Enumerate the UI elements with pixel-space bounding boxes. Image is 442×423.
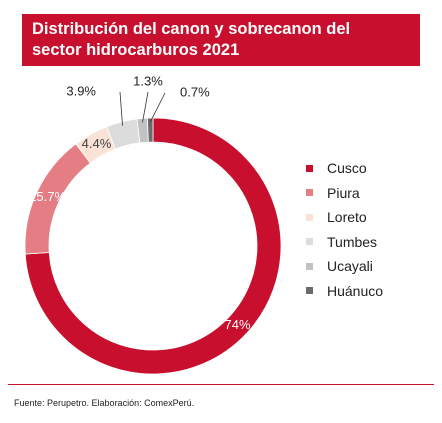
legend-item-loreto: Loreto xyxy=(306,205,436,230)
leader-line-huanuco xyxy=(149,92,166,123)
legend-item-cusco: Cusco xyxy=(306,156,436,181)
leader-line-ucayali xyxy=(142,91,149,123)
legend-label-ucayali: Ucayali xyxy=(327,258,373,275)
data-label-huanuco: 0.7% xyxy=(180,84,210,99)
legend-swatch-loreto xyxy=(306,213,313,221)
legend-swatch-huanuco xyxy=(306,287,313,295)
data-label-tumbes: 3.9% xyxy=(66,83,96,98)
data-label-ucayali: 1.3% xyxy=(133,73,163,88)
legend-label-piura: Piura xyxy=(327,184,360,201)
legend-item-piura: Piura xyxy=(306,181,436,206)
chart-header: Distribución del canon y sobrecanon del … xyxy=(22,14,420,66)
legend-label-huanuco: Huánuco xyxy=(327,282,384,299)
legend-label-cusco: Cusco xyxy=(327,160,367,177)
slice-cusco xyxy=(24,117,282,375)
legend-swatch-ucayali xyxy=(306,262,313,270)
legend-label-loreto: Loreto xyxy=(327,209,367,226)
legend-item-ucayali: Ucayali xyxy=(306,254,436,279)
legend-swatch-piura xyxy=(306,189,313,197)
leader-line-tumbes xyxy=(119,91,123,126)
data-label-piura: 15.7% xyxy=(29,189,66,204)
legend-item-tumbes: Tumbes xyxy=(306,230,436,255)
data-label-cusco: 74% xyxy=(225,317,251,332)
chart-title-line-2: sector hidrocarburos 2021 xyxy=(32,41,240,59)
chart-legend: Cusco Piura Loreto Tumbes Ucayali Huánuc… xyxy=(306,156,436,303)
legend-swatch-cusco xyxy=(306,164,313,172)
chart-title-line-1: Distribución del canon y sobrecanon del xyxy=(32,20,351,38)
legend-label-tumbes: Tumbes xyxy=(327,233,378,250)
legend-swatch-tumbes xyxy=(306,238,313,246)
data-label-loreto: 4.4% xyxy=(82,136,112,151)
footer-divider xyxy=(8,384,434,385)
legend-item-huanuco: Huánuco xyxy=(306,279,436,304)
source-note: Fuente: Perupetro. Elaboración: ComexPer… xyxy=(14,398,195,408)
slice-huanuco xyxy=(146,117,154,143)
